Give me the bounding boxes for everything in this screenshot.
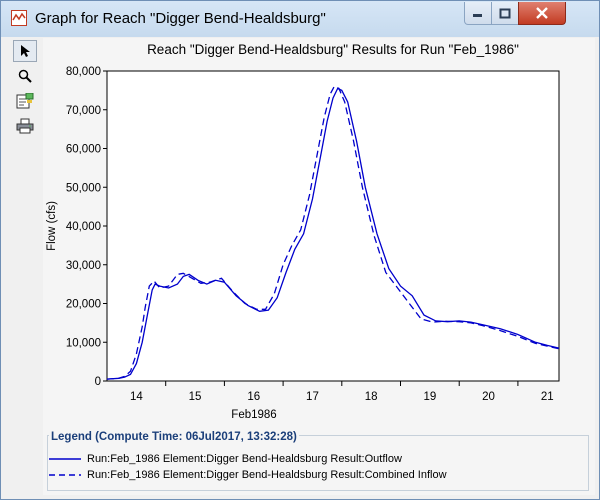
legend-item-outflow: Run:Feb_1986 Element:Digger Bend-Healdsb… [49,452,402,466]
chart-panel: Reach "Digger Bend-Healdsburg" Results f… [43,38,595,495]
y-tick-label: 70,000 [66,105,101,117]
y-tick-label: 50,000 [66,182,101,194]
minimize-icon [473,14,482,17]
pointer-icon [21,45,30,57]
chart-title: Reach "Digger Bend-Healdsburg" Results f… [147,42,519,57]
y-tick-label: 20,000 [66,299,101,311]
x-tick-label: 16 [247,391,260,403]
print-tool[interactable] [13,115,37,137]
title-bar[interactable]: Graph for Reach "Digger Bend-Healdsburg" [1,1,599,37]
x-tick-label: 17 [306,391,319,403]
y-axis-label: Flow (cfs) [46,201,58,251]
y-tick-label: 10,000 [66,337,101,349]
close-icon [536,7,548,19]
series-combined-inflow-line [106,85,560,380]
zoom-tool[interactable] [13,65,37,87]
legend-title: Legend (Compute Time: 06Jul2017, 13:32:2… [49,431,299,443]
properties-icon [16,93,34,109]
maximize-button[interactable] [491,2,519,25]
legend-item-combined-inflow: Run:Feb_1986 Element:Digger Bend-Healdsb… [49,468,447,482]
window-title: Graph for Reach "Digger Bend-Healdsburg" [35,10,326,27]
x-tick-label: 14 [130,391,143,403]
pointer-tool[interactable] [13,40,37,62]
y-tick-label: 80,000 [66,66,101,78]
app-graph-icon [11,10,27,26]
properties-tool[interactable] [13,90,37,112]
y-tick-label: 0 [95,376,101,388]
magnifier-icon [18,69,32,83]
legend-label-combined-inflow: Run:Feb_1986 Element:Digger Bend-Healdsb… [87,469,447,481]
printer-icon [16,118,34,134]
flow-chart: Reach "Digger Bend-Healdsburg" Results f… [46,42,560,421]
x-tick-label: 21 [541,391,554,403]
legend-swatch-dashed [49,474,81,476]
x-tick-label: 15 [189,391,202,403]
y-tick-label: 40,000 [66,221,101,233]
y-tick-label: 30,000 [66,260,101,272]
minimize-button[interactable] [464,2,492,25]
maximize-icon [499,8,511,18]
close-button[interactable] [518,2,566,25]
legend-swatch-solid [49,458,81,460]
legend-box [47,435,589,491]
x-tick-label: 18 [365,391,378,403]
legend-label-outflow: Run:Feb_1986 Element:Digger Bend-Healdsb… [87,453,402,465]
x-tick-label: 19 [423,391,436,403]
x-axis-label: Feb1986 [231,409,276,421]
x-tick-label: 20 [482,391,495,403]
y-tick-label: 60,000 [66,144,101,156]
plot-area [106,70,560,382]
